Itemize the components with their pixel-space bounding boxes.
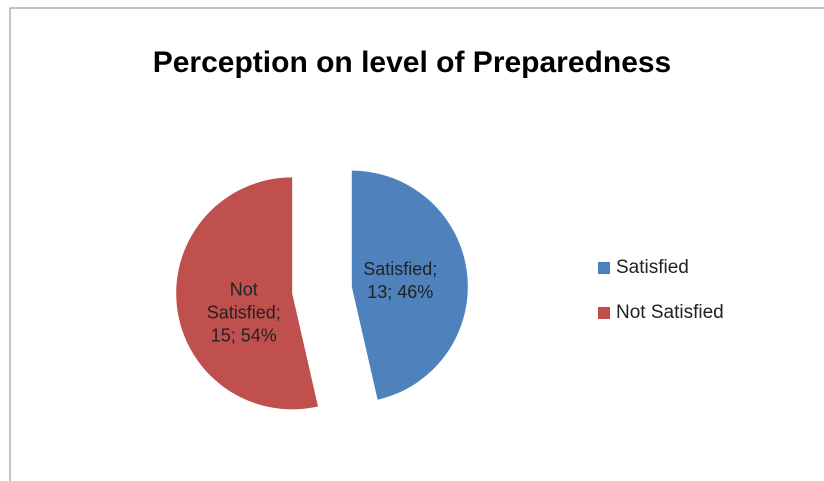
chart-title: Perception on level of Preparedness bbox=[153, 46, 672, 79]
legend-label: Satisfied bbox=[616, 257, 689, 278]
data-label: Satisfied; 13; 46% bbox=[363, 259, 438, 303]
legend-swatch bbox=[598, 307, 610, 319]
legend-label: Not Satisfied bbox=[616, 302, 724, 323]
pie-slice bbox=[176, 177, 319, 410]
data-label: Not Satisfied; 15; 54% bbox=[206, 279, 281, 346]
legend-swatch bbox=[598, 262, 610, 274]
pie-slice bbox=[351, 170, 468, 400]
